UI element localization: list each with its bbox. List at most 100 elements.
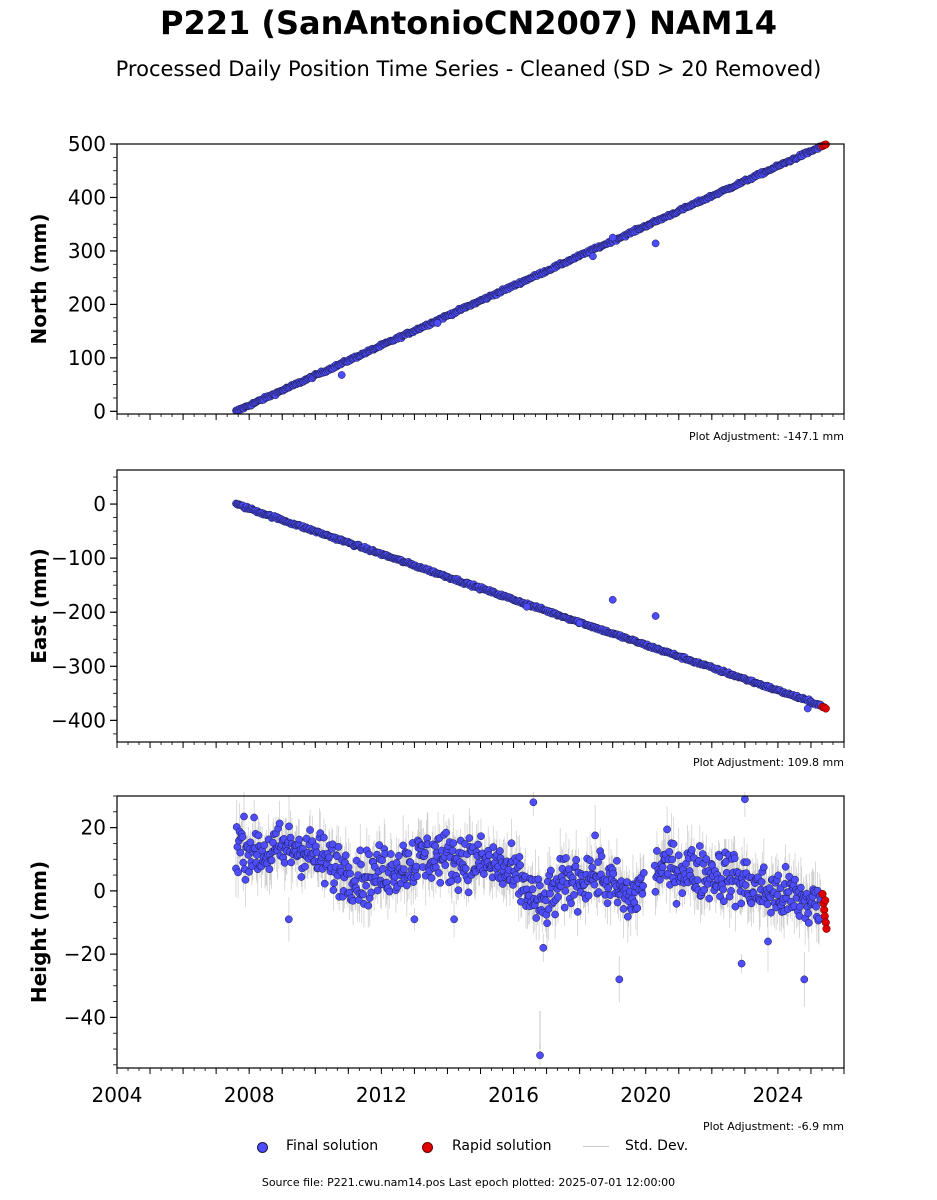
data-layer-north	[232, 140, 830, 414]
final-point	[791, 875, 799, 884]
final-point	[442, 828, 450, 837]
final-point	[386, 850, 395, 858]
final-point	[535, 881, 544, 890]
x-tick-label: 2012	[356, 1083, 407, 1107]
final-point	[234, 868, 242, 877]
final-point	[365, 850, 373, 859]
final-point	[590, 880, 599, 889]
final-point	[653, 847, 661, 855]
final-point	[570, 891, 578, 899]
final-point	[668, 855, 677, 864]
final-point	[774, 871, 783, 880]
final-point	[695, 842, 704, 850]
final-point	[543, 919, 551, 928]
final-point	[375, 841, 384, 849]
final-point	[464, 876, 472, 885]
plot-adjustment-note: Plot Adjustment: -6.9 mm	[703, 1120, 844, 1133]
final-point	[356, 846, 365, 855]
final-point	[260, 841, 269, 850]
final-point	[715, 852, 724, 861]
final-point	[763, 900, 772, 909]
final-point	[413, 872, 421, 881]
final-point	[651, 239, 660, 248]
final-point	[284, 915, 293, 924]
final-point	[434, 869, 443, 877]
final-point	[489, 843, 498, 851]
final-point	[320, 879, 329, 888]
final-point	[812, 902, 820, 911]
final-point	[603, 899, 612, 908]
rapid-point	[821, 896, 830, 905]
std-dev-line-marker	[583, 1146, 609, 1147]
panel-east: 0 −100 −200 −300 −400 East (mm) Plot Adjustmen…	[27, 469, 845, 769]
final-point	[737, 959, 746, 968]
final-point	[329, 886, 338, 894]
final-point	[532, 914, 541, 922]
final-point	[507, 839, 516, 848]
rapid-point	[822, 924, 831, 933]
final-point	[464, 888, 473, 897]
rapid-point	[821, 704, 830, 713]
final-point	[674, 851, 683, 860]
final-point	[539, 943, 548, 952]
final-point	[803, 704, 812, 713]
final-point	[665, 848, 674, 856]
final-point	[522, 602, 531, 611]
final-point	[561, 887, 570, 895]
final-point	[285, 822, 293, 831]
final-point	[613, 856, 621, 865]
final-point	[400, 865, 408, 874]
y-tick-label: −40	[64, 1005, 106, 1029]
data-layer-height	[232, 792, 831, 1066]
y-tick-label: 0	[93, 399, 106, 423]
final-solution-marker	[257, 1142, 268, 1153]
final-point	[615, 975, 624, 984]
final-point	[474, 840, 482, 849]
final-point	[254, 831, 263, 840]
final-point	[546, 889, 554, 898]
final-point	[306, 826, 314, 834]
final-point	[655, 875, 664, 884]
plot-adjustment-note: Plot Adjustment: 109.8 mm	[693, 756, 844, 769]
final-point	[344, 863, 353, 872]
final-point	[359, 890, 368, 899]
y-tick-label: 300	[68, 239, 106, 263]
final-point	[346, 869, 354, 878]
final-point	[743, 858, 751, 867]
final-point	[546, 866, 555, 875]
rapid-solution-marker	[422, 1142, 433, 1153]
final-point	[658, 863, 667, 871]
final-point	[604, 884, 613, 892]
final-point	[731, 902, 740, 911]
final-point	[450, 915, 458, 924]
final-point	[757, 878, 766, 886]
y-tick-label: 400	[68, 185, 106, 209]
final-point	[619, 905, 628, 913]
final-point	[362, 881, 370, 890]
final-point	[702, 855, 711, 863]
final-point	[496, 847, 504, 855]
final-point	[747, 899, 756, 908]
final-point	[575, 619, 584, 627]
final-point	[441, 861, 450, 869]
x-tick-label: 2016	[488, 1083, 539, 1107]
final-point	[240, 812, 248, 821]
final-point	[528, 885, 537, 894]
final-point	[394, 851, 403, 860]
final-point	[404, 849, 413, 858]
final-point	[764, 937, 772, 946]
final-point	[275, 819, 284, 828]
final-point	[427, 874, 436, 882]
final-point	[325, 853, 333, 862]
final-point	[431, 842, 440, 850]
final-point	[485, 851, 493, 860]
final-point	[250, 813, 258, 822]
final-point	[722, 868, 731, 877]
final-point	[267, 856, 276, 865]
final-point	[700, 885, 709, 894]
final-point	[544, 905, 553, 913]
final-point	[597, 852, 606, 861]
final-point	[591, 831, 599, 840]
final-point	[613, 898, 622, 907]
final-point	[412, 862, 421, 871]
